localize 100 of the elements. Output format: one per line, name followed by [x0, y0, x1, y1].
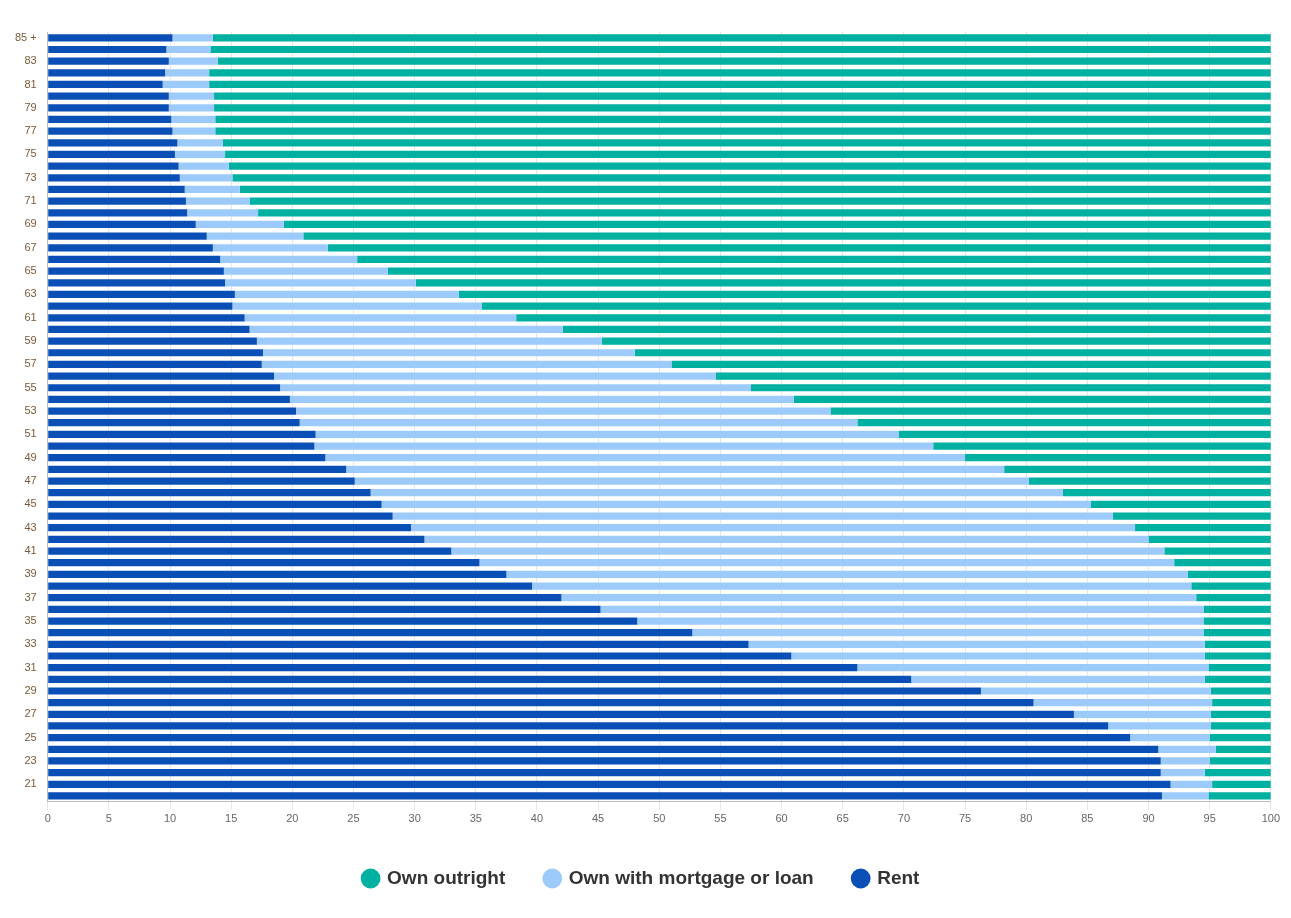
- bar: [249, 325, 563, 334]
- bar: [48, 710, 1074, 718]
- bar: [1212, 780, 1271, 788]
- y-tick-label: 43: [24, 520, 37, 533]
- bar: [48, 489, 371, 497]
- bar: [168, 57, 218, 65]
- bar: [296, 407, 831, 415]
- bar: [289, 395, 794, 404]
- bar: [48, 757, 1161, 765]
- bar: [232, 302, 482, 310]
- bar: [239, 185, 1271, 194]
- x-tick-label: 25: [347, 812, 360, 825]
- bar: [980, 687, 1211, 695]
- y-tick-label: 41: [24, 544, 37, 557]
- bar: [1203, 629, 1271, 637]
- bar: [387, 267, 1271, 275]
- x-tick-label: 5: [105, 812, 112, 825]
- bar: [1210, 687, 1271, 695]
- bar: [48, 442, 315, 450]
- bar: [48, 255, 221, 264]
- bar: [1028, 477, 1271, 485]
- bar: [506, 570, 1188, 578]
- x-tick-label: 50: [653, 812, 666, 825]
- bar: [48, 699, 1034, 707]
- bar: [48, 722, 1109, 730]
- bar: [220, 255, 358, 264]
- bar: [48, 605, 601, 613]
- x-tick-label: 60: [775, 812, 788, 825]
- bar: [479, 559, 1175, 567]
- bar: [1170, 780, 1213, 788]
- bar: [325, 454, 966, 462]
- bar: [671, 360, 1271, 369]
- bar: [162, 80, 210, 89]
- x-tick-label: 40: [530, 812, 544, 825]
- bar: [48, 337, 257, 345]
- bar: [370, 489, 1063, 497]
- bar: [1203, 605, 1271, 613]
- bar: [48, 524, 411, 532]
- bar: [184, 185, 240, 194]
- legend-label: Rent: [877, 866, 921, 888]
- bar: [634, 349, 1271, 357]
- bar: [177, 139, 223, 147]
- bar: [178, 162, 229, 170]
- bar: [1135, 524, 1271, 532]
- y-tick-label: 35: [24, 614, 37, 627]
- bar: [283, 220, 1271, 229]
- bar: [48, 349, 263, 357]
- y-tick-label: 85 +: [15, 30, 37, 43]
- bar: [601, 337, 1271, 345]
- bar: [215, 115, 1271, 124]
- bar: [1210, 722, 1271, 730]
- bar: [214, 104, 1271, 112]
- bar: [1204, 640, 1271, 648]
- bar: [48, 640, 749, 648]
- bar: [1209, 734, 1271, 742]
- bar: [48, 314, 245, 322]
- bar: [1196, 594, 1271, 602]
- bar: [48, 745, 1159, 753]
- y-tick-label: 37: [24, 590, 37, 603]
- bar: [1004, 465, 1271, 473]
- bar: [1033, 699, 1213, 707]
- bar: [48, 80, 163, 89]
- bar: [48, 664, 858, 672]
- bar: [48, 512, 393, 520]
- bar: [965, 454, 1271, 462]
- bar: [1191, 582, 1271, 590]
- bar: [315, 430, 899, 439]
- x-tick-label: 20: [286, 812, 299, 825]
- bar: [48, 69, 166, 77]
- bar: [48, 395, 290, 404]
- bar: [48, 559, 480, 567]
- bar: [206, 232, 304, 240]
- x-tick-label: 55: [714, 812, 727, 825]
- y-tick-label: 57: [24, 357, 37, 370]
- bar: [48, 290, 235, 299]
- bar: [327, 244, 1271, 252]
- y-tick-label: 77: [24, 124, 37, 137]
- bar: [1209, 757, 1271, 765]
- bar: [174, 150, 226, 159]
- bar: [225, 279, 416, 287]
- bar: [1204, 675, 1271, 683]
- bar: [48, 780, 1171, 788]
- bar: [48, 185, 185, 194]
- bar: [209, 80, 1271, 89]
- bar: [48, 104, 169, 112]
- bar: [166, 45, 211, 54]
- bar: [48, 360, 262, 369]
- bar: [262, 349, 635, 357]
- bar: [1208, 792, 1271, 800]
- y-tick-label: 27: [24, 707, 37, 720]
- bar: [1187, 570, 1271, 578]
- y-tick-label: 29: [24, 684, 37, 697]
- bar: [214, 92, 1271, 100]
- y-tick-label: 83: [24, 54, 37, 67]
- bar: [1130, 734, 1210, 742]
- x-tick-label: 15: [225, 812, 238, 825]
- bar: [1158, 745, 1216, 753]
- x-tick-label: 35: [469, 812, 482, 825]
- bar: [561, 594, 1197, 602]
- bar: [48, 594, 562, 602]
